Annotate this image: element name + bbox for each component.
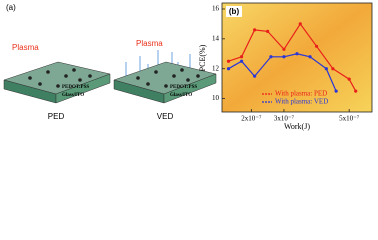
- point: [354, 89, 358, 93]
- y-axis-label: PCE(%): [198, 44, 207, 71]
- x-tick-label: 5x10⁻⁷: [339, 115, 360, 123]
- y-tick-label: 10: [212, 94, 220, 102]
- plot-frame: [221, 2, 373, 113]
- point: [266, 29, 270, 33]
- panel-label: (a): [6, 3, 16, 12]
- panel-b: (b) Work(J) PCE(%) 10 12 14 16 2x10⁻⁷ 3x10⁻⁷ 5…: [198, 2, 373, 131]
- layer-label: PEDOT:PSS: [62, 85, 89, 90]
- panel-label: (b): [229, 7, 240, 16]
- figure: (a) PEDOT:PSS Glass/ITO Plasma PED: [3, 2, 373, 131]
- point: [324, 67, 328, 71]
- point: [253, 74, 257, 78]
- legend-label: With plasma: PED: [275, 90, 327, 98]
- point: [253, 28, 257, 32]
- point: [347, 77, 351, 81]
- point: [226, 59, 231, 63]
- series-line: [228, 22, 357, 92]
- point: [226, 67, 231, 71]
- point: [331, 67, 335, 71]
- plasma-label: Plasma: [136, 39, 163, 48]
- point: [239, 55, 244, 59]
- panel-label-box: [226, 6, 242, 17]
- y-tick-label: 14: [212, 34, 220, 42]
- x-axis-label: Work(J): [284, 122, 310, 131]
- point: [269, 55, 273, 59]
- point: [334, 89, 338, 93]
- point: [295, 52, 299, 56]
- panel-a: (a) PEDOT:PSS Glass/ITO Plasma PED: [3, 3, 217, 121]
- device-right: PEDOT:PSS Glass/ITO Plasma VED: [113, 39, 217, 121]
- layer-label: PEDOT:PSS: [170, 85, 197, 90]
- caption: VED: [157, 112, 174, 121]
- device-left: PEDOT:PSS Glass/ITO Plasma PED: [3, 43, 111, 121]
- layer-label: Glass/ITO: [62, 93, 84, 98]
- plot-background: [222, 3, 372, 112]
- point: [308, 55, 312, 59]
- caption: PED: [48, 112, 65, 121]
- point: [282, 55, 286, 59]
- x-tick-label: 2x10⁻⁷: [241, 115, 262, 123]
- point: [239, 59, 244, 63]
- y-tick-label: 12: [212, 64, 220, 72]
- layer-label: Glass/ITO: [170, 93, 192, 98]
- point: [298, 22, 302, 26]
- x-tick-label: 3x10⁻⁷: [274, 115, 295, 123]
- plasma-label: Plasma: [12, 43, 39, 52]
- y-tick-label: 16: [212, 5, 220, 13]
- point: [314, 44, 319, 48]
- point: [282, 47, 286, 51]
- legend-label: With plasma: VED: [275, 98, 328, 106]
